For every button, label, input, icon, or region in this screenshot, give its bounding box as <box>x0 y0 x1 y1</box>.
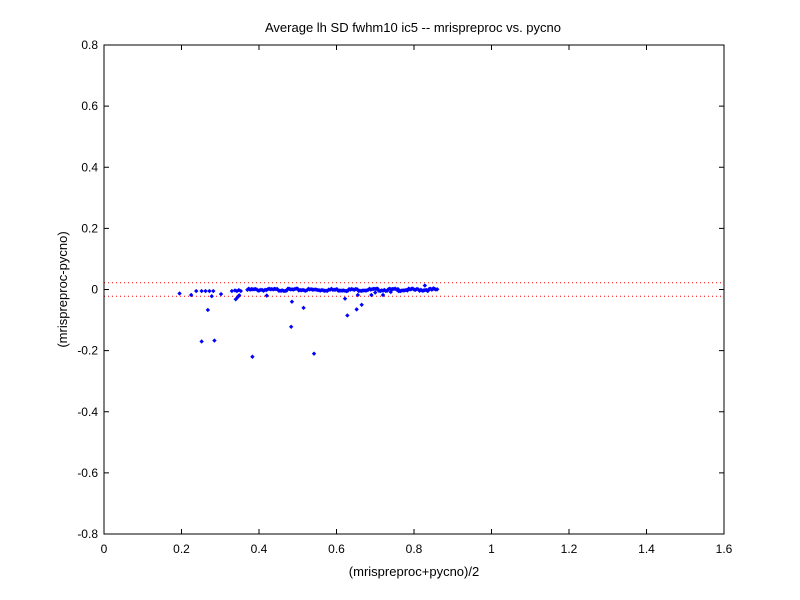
data-points <box>177 283 440 359</box>
y-tick-label: -0.8 <box>77 527 98 541</box>
y-tick-label: 0.8 <box>81 38 98 52</box>
data-point <box>435 287 440 292</box>
data-point <box>194 288 199 294</box>
data-point <box>311 351 317 356</box>
data-point <box>301 305 306 311</box>
data-point <box>245 287 250 293</box>
x-tick-label: 1.4 <box>638 542 655 556</box>
y-tick-label: -0.2 <box>77 344 98 358</box>
x-tick-label: 1 <box>488 542 495 556</box>
x-tick-label: 1.2 <box>561 542 578 556</box>
data-point <box>188 292 194 298</box>
data-point <box>205 307 211 313</box>
data-point <box>207 288 212 294</box>
chart-title: Average lh SD fwhm10 ic5 -- mrispreproc … <box>265 20 561 35</box>
y-tick-label: 0.6 <box>81 99 98 113</box>
data-point <box>355 292 361 298</box>
data-point <box>289 299 295 304</box>
data-point <box>177 291 182 296</box>
x-tick-label: 0 <box>101 542 108 556</box>
data-point <box>373 290 378 295</box>
reference-lines <box>104 282 724 297</box>
data-point <box>369 292 374 298</box>
data-point <box>354 307 359 312</box>
y-tick-label: -0.6 <box>77 466 98 480</box>
x-tick-label: 0.2 <box>173 542 190 556</box>
x-tick-label: 0.4 <box>251 542 268 556</box>
y-axis-ticks: -0.8 -0.6 -0.4 -0.2 0 0.2 0.4 0.6 0.8 <box>77 38 724 541</box>
data-point <box>212 338 217 343</box>
y-tick-label: 0.4 <box>81 160 98 174</box>
data-point <box>345 313 350 318</box>
data-point <box>250 354 255 359</box>
x-tick-label: 1.6 <box>716 542 733 556</box>
data-point <box>238 288 243 294</box>
data-point <box>359 302 364 307</box>
y-tick-label: 0 <box>91 283 98 297</box>
data-point <box>235 294 240 300</box>
data-point <box>237 293 242 298</box>
x-axis-ticks: 0 0.2 0.4 0.6 0.8 1 1.2 1.4 1.6 <box>101 45 733 556</box>
data-point <box>211 288 216 294</box>
x-axis-label: (mrispreproc+pycno)/2 <box>349 564 479 579</box>
data-point <box>218 291 224 297</box>
data-point <box>209 294 214 299</box>
data-point <box>422 283 428 288</box>
x-tick-label: 0.6 <box>328 542 345 556</box>
data-point <box>264 293 269 298</box>
data-point <box>342 296 348 301</box>
y-tick-label: -0.4 <box>77 405 98 419</box>
data-point <box>288 324 294 329</box>
data-point <box>203 288 208 294</box>
data-point <box>229 288 235 294</box>
data-point <box>380 292 386 298</box>
data-point <box>199 339 204 344</box>
x-tick-label: 0.8 <box>406 542 423 556</box>
data-point <box>199 288 204 294</box>
y-axis-label: (mrispreproc-pycno) <box>55 231 70 347</box>
y-tick-label: 0.2 <box>81 221 98 235</box>
data-point <box>233 297 238 302</box>
